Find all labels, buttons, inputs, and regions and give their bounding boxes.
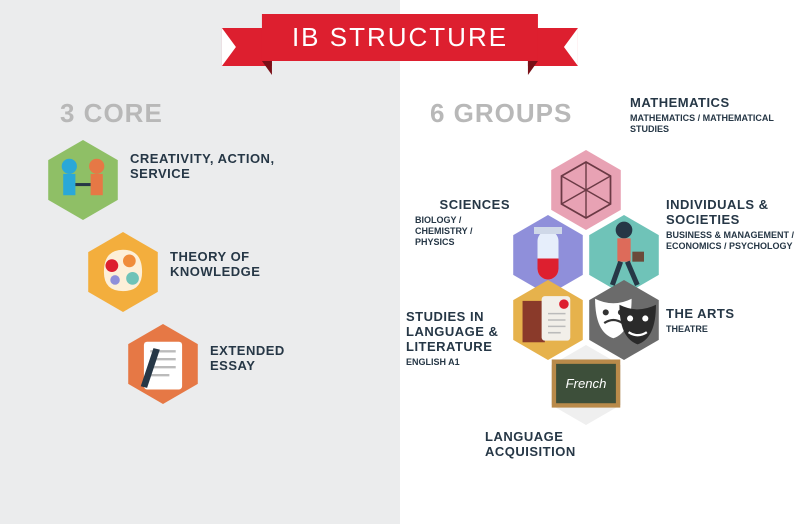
chalk-text: French [566, 376, 607, 391]
sciences-label: SCIENCES BIOLOGY / CHEMISTRY / PHYSICS [415, 198, 510, 247]
title-banner: IB STRUCTURE [262, 14, 538, 61]
hex-langacq: French [551, 345, 621, 425]
core-item-3-label: EXTENDED ESSAY [210, 344, 330, 374]
groups-section-title: 6 GROUPS [430, 98, 572, 129]
core-panel: 3 CORE CREATIVITY, ACTION, SERVICE THEOR… [0, 0, 400, 524]
math-label: MATHEMATICS MATHEMATICS / MATHEMATICAL S… [630, 96, 790, 135]
chalkboard-icon: French [551, 345, 621, 425]
brain-icon [88, 232, 158, 312]
banner-title: IB STRUCTURE [262, 14, 538, 61]
hex-creativity [48, 140, 118, 220]
essay-icon [128, 324, 198, 404]
langacq-label: LANGUAGE ACQUISITION [485, 430, 635, 460]
core-section-title: 3 CORE [60, 98, 163, 129]
core-item-2-label: THEORY OF KNOWLEDGE [170, 250, 300, 280]
core-item-1-label: CREATIVITY, ACTION, SERVICE [130, 152, 290, 182]
langlit-label: STUDIES IN LANGUAGE & LITERATURE ENGLISH… [406, 310, 511, 368]
individuals-label: INDIVIDUALS & SOCIETIES BUSINESS & MANAG… [666, 198, 796, 251]
arts-label: THE ARTS THEATRE [666, 307, 786, 335]
groups-panel: 6 GROUPS MATHEMATICS MATHEMATICS / MATHE… [400, 0, 800, 524]
handshake-icon [48, 140, 118, 220]
hex-tok [88, 232, 158, 312]
hex-essay [128, 324, 198, 404]
